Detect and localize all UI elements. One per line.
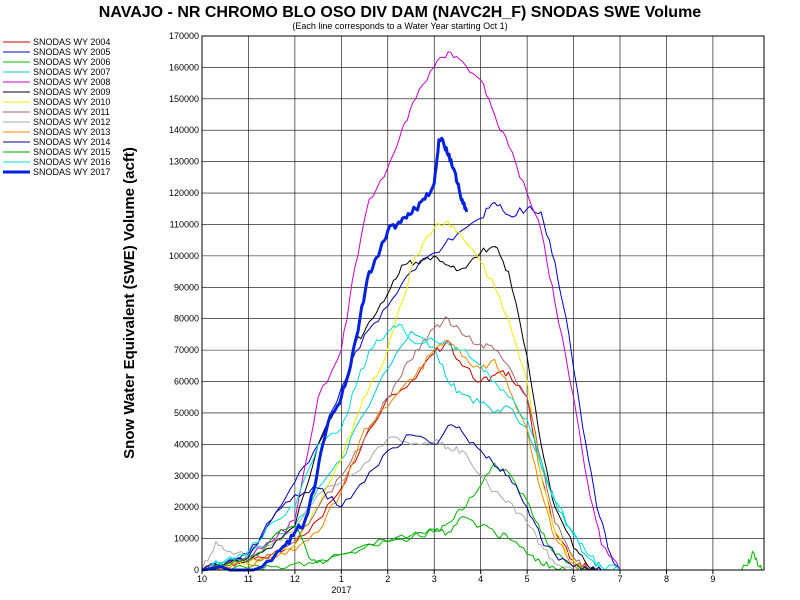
y-tick-label: 0 — [194, 565, 199, 575]
y-tick-label: 20000 — [174, 502, 199, 512]
y-tick-label: 160000 — [169, 62, 199, 72]
series-lines — [201, 51, 763, 572]
legend-entry: SNODAS WY 2008 — [33, 77, 110, 87]
y-tick-label: 30000 — [174, 471, 199, 481]
x-tick-label: 4 — [478, 574, 483, 584]
y-tick-label: 140000 — [169, 125, 199, 135]
series-line — [202, 516, 584, 571]
x-tick-label: 6 — [571, 574, 576, 584]
y-tick-label: 40000 — [174, 439, 199, 449]
legend-entry: SNODAS WY 2017 — [33, 167, 110, 177]
gridlines — [202, 67, 764, 539]
y-tick-label: 80000 — [174, 314, 199, 324]
x-tick-label: 5 — [525, 574, 530, 584]
legend-entry: SNODAS WY 2013 — [33, 127, 110, 137]
legend-entry: SNODAS WY 2007 — [33, 67, 110, 77]
series-line — [202, 339, 588, 571]
chart-subtitle: (Each line corresponds to a Water Year s… — [292, 21, 507, 31]
series-line — [201, 323, 621, 571]
y-tick-label: 90000 — [174, 282, 199, 292]
y-tick-label: 130000 — [169, 157, 199, 167]
legend-entry: SNODAS WY 2012 — [33, 117, 110, 127]
series-line — [740, 550, 763, 571]
series-line — [202, 246, 602, 571]
y-tick-label: 120000 — [169, 188, 199, 198]
series-line — [201, 136, 469, 572]
y-tick-label: 10000 — [174, 534, 199, 544]
series-line — [201, 51, 621, 571]
series-line — [202, 462, 588, 571]
x-tick-label: 9 — [710, 574, 715, 584]
y-tick-label: 150000 — [169, 94, 199, 104]
plot-frame — [201, 35, 765, 571]
legend-entry: SNODAS WY 2006 — [33, 57, 110, 67]
y-tick-label: 60000 — [174, 377, 199, 387]
legend-entry: SNODAS WY 2016 — [33, 157, 110, 167]
chart-title: NAVAJO - NR CHROMO BLO OSO DIV DAM (NAVC… — [99, 4, 702, 21]
x-tick-label: 11 — [244, 574, 253, 584]
legend-entry: SNODAS WY 2010 — [33, 97, 110, 107]
y-tick-label: 100000 — [169, 251, 199, 261]
legend-entry: SNODAS WY 2005 — [33, 47, 110, 57]
plot-area — [202, 36, 764, 570]
series-line — [201, 424, 602, 571]
legend-entry: SNODAS WY 2004 — [33, 37, 110, 47]
y-tick-labels: 0 10000 20000 30000 40000 50000 60000 70000 8000… — [169, 31, 199, 575]
x-tick-label: 10 — [197, 574, 207, 584]
x-tick-label: 2 — [385, 574, 390, 584]
x-tick-label: 12 — [290, 574, 300, 584]
series-line — [201, 220, 588, 571]
legend-entry: SNODAS WY 2009 — [33, 87, 110, 97]
y-tick-label: 50000 — [174, 408, 199, 418]
series-line — [201, 436, 574, 571]
x-tick-label: 8 — [664, 574, 669, 584]
series-line — [201, 202, 621, 571]
x-tick-label: 3 — [432, 574, 437, 584]
legend-entry: SNODAS WY 2011 — [33, 107, 110, 117]
y-tick-label: 70000 — [174, 345, 199, 355]
x-year-label: 2017 — [331, 585, 351, 595]
legend-entry: SNODAS WY 2015 — [33, 147, 110, 157]
legend-entry: SNODAS WY 2014 — [33, 137, 110, 147]
x-tick-label: 1 — [339, 574, 344, 584]
vertical-gridlines — [248, 36, 714, 570]
x-tick-label: 7 — [618, 574, 623, 584]
y-tick-label: 110000 — [170, 219, 199, 229]
y-tick-label: 170000 — [169, 31, 199, 41]
y-axis-label: Snow Water Equivalent (SWE) Volume (acft… — [121, 147, 138, 459]
